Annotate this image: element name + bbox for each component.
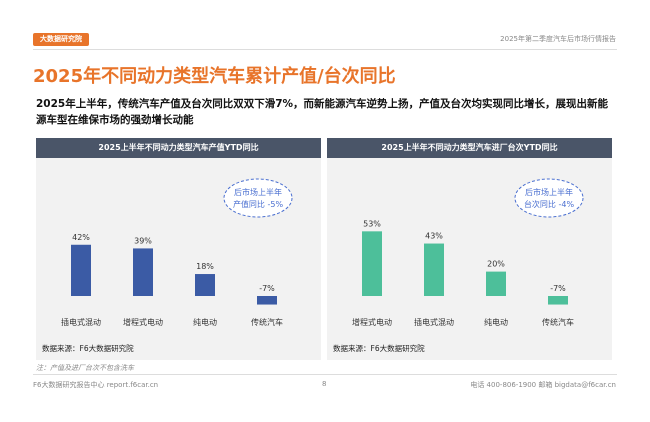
annotation-line1: 后市场上半年 <box>234 187 282 197</box>
x-tick-label: 传统汽车 <box>542 317 574 327</box>
data-label: 42% <box>72 233 90 242</box>
annotation-line2: 台次同比 -4% <box>524 199 575 209</box>
data-label: 18% <box>196 262 214 271</box>
data-label: 20% <box>487 260 505 269</box>
chart-output-value: 42% 插电式混动 39% 增程式电动 18% 纯电动 -7% 传统汽车 后市场上半年产值同比 … <box>61 178 293 327</box>
bar <box>195 274 215 296</box>
footnote: 注：产值及进厂台次不包含洗车 <box>36 364 134 372</box>
chart-source: 数据来源：F6大数据研究院 <box>333 344 425 353</box>
summary-text: 2025年上半年，传统汽车产值及台次同比双双下滑7%，而新能源汽车逆势上扬，产值… <box>36 98 609 126</box>
bar <box>548 296 568 305</box>
chart-title: 2025上半年不同动力类型汽车产值YTD同比 <box>36 138 321 158</box>
chart-panel-visits: 2025上半年不同动力类型汽车进厂台次YTD同比 53% 增程式电动 43% 插电式混… <box>327 138 612 360</box>
chart-source: 数据来源：F6大数据研究院 <box>42 344 134 353</box>
chart-panel-output-value: 2025上半年不同动力类型汽车产值YTD同比 42% 插电式混动 39% 增程式电动 1… <box>36 138 321 360</box>
chart-visits: 53% 增程式电动 43% 插电式混动 20% 纯电动 -7% 传统汽车 后市场上半年台次同比 … <box>352 178 584 327</box>
x-tick-label: 纯电动 <box>193 317 217 327</box>
x-tick-label: 插电式混动 <box>61 317 101 327</box>
footer-website: F6大数据研究报告中心 report.f6car.cn <box>33 381 159 389</box>
page-title: 2025年不同动力类型汽车累计产值/台次同比 <box>33 66 396 87</box>
data-label: 43% <box>425 232 443 241</box>
data-label: -7% <box>550 284 566 293</box>
bar <box>71 244 91 296</box>
header-divider <box>33 49 617 50</box>
annotation-line2: 产值同比 -5% <box>233 199 284 209</box>
x-tick-label: 插电式混动 <box>414 317 454 327</box>
x-tick-label: 传统汽车 <box>251 317 283 327</box>
data-label: 39% <box>134 236 152 245</box>
brand-logo: 大数据研究院 <box>33 33 89 46</box>
x-tick-label: 增程式电动 <box>123 317 163 327</box>
annotation-bubble <box>514 178 584 218</box>
bar <box>133 248 153 296</box>
x-tick-label: 纯电动 <box>484 317 508 327</box>
annotation-bubble <box>223 178 293 218</box>
data-label: 53% <box>363 219 381 228</box>
page-number: 8 <box>322 380 327 388</box>
bar <box>362 231 382 296</box>
bar <box>486 271 506 296</box>
annotation-line1: 后市场上半年 <box>525 187 573 197</box>
data-label: -7% <box>259 284 275 293</box>
chart-title: 2025上半年不同动力类型汽车进厂台次YTD同比 <box>327 138 612 158</box>
footer-contact: 电话 400-806-1900 邮箱 bigdata@f6car.cn <box>470 381 616 389</box>
x-tick-label: 增程式电动 <box>352 317 392 327</box>
bar <box>424 243 444 296</box>
bar <box>257 296 277 305</box>
report-title: 2025年第二季度汽车后市场行情报告 <box>500 35 616 43</box>
footer-divider <box>33 374 617 375</box>
